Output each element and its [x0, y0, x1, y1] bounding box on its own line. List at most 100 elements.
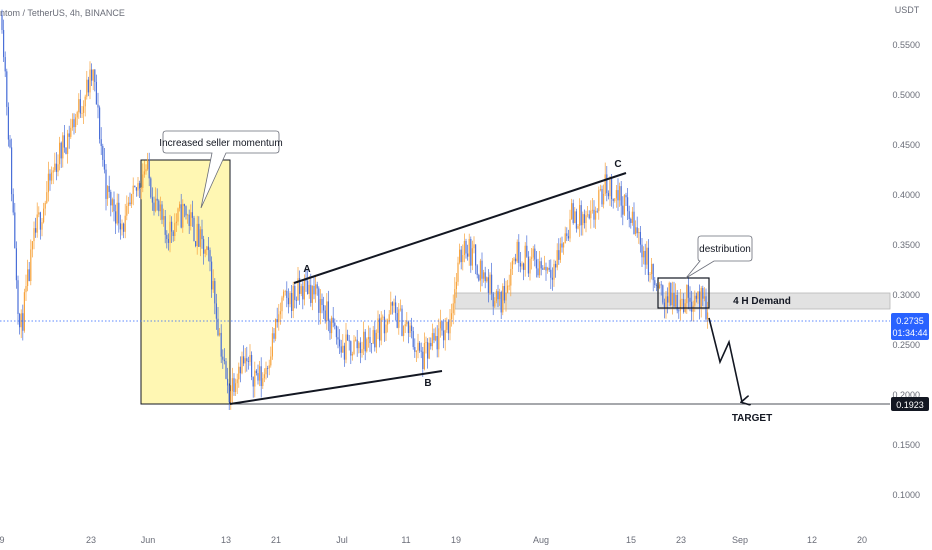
y-tick-label: 0.5000: [892, 90, 920, 100]
candle-body: [475, 244, 477, 266]
candle-body: [396, 313, 398, 328]
candle-body: [204, 249, 206, 254]
candle-body: [47, 173, 49, 193]
candle-body: [265, 367, 267, 375]
candle-body: [62, 135, 64, 159]
candle-body: [598, 190, 600, 212]
candle-body: [607, 193, 609, 197]
candle-body: [407, 321, 409, 334]
candle-body: [94, 69, 96, 82]
candle-body: [635, 227, 637, 234]
candle-body: [468, 238, 470, 257]
candle-body: [633, 211, 635, 234]
candle-body: [627, 197, 629, 212]
price-axis[interactable]: USDT 0.5500 0.5000 0.4500 0.4000 0.3500 0.300…: [892, 5, 920, 500]
time-axis[interactable]: 9 23 Jun 13 21 Jul 11 19 Aug 15 23 Sep 12 20: [0, 535, 867, 545]
candle-body: [422, 351, 424, 369]
candle-body: [596, 210, 598, 212]
candle-body: [510, 268, 512, 286]
candle-body: [303, 278, 305, 300]
candle-body: [455, 281, 457, 290]
candle-body: [671, 293, 673, 306]
candle-body: [350, 341, 352, 356]
candle-body: [15, 248, 17, 281]
candle-body: [487, 277, 489, 293]
candle-body: [171, 221, 173, 232]
candle-body: [295, 299, 297, 301]
candle-body: [270, 356, 272, 366]
candle-body: [695, 295, 697, 299]
candle-body: [374, 330, 376, 348]
candle-body: [318, 288, 320, 313]
candle-body: [449, 319, 451, 334]
candle-body: [119, 223, 121, 230]
candle-body: [12, 194, 14, 213]
candle-body: [409, 325, 411, 334]
candle-body: [331, 317, 333, 334]
y-tick-label: 0.4500: [892, 140, 920, 150]
candle-body: [435, 336, 437, 341]
candle-body: [273, 333, 275, 339]
candle-body: [676, 295, 678, 311]
candle-body: [348, 340, 350, 342]
candle-body: [1, 15, 3, 30]
candle-body: [313, 285, 315, 295]
y-tick-label: 0.1500: [892, 440, 920, 450]
candle-body: [636, 227, 638, 234]
candle-body: [516, 241, 518, 262]
candle-body: [279, 311, 281, 315]
candle-body: [531, 257, 533, 259]
candle-body: [247, 361, 249, 362]
candle-body: [587, 214, 589, 216]
candle-body: [459, 249, 461, 263]
x-tick-label: 13: [221, 535, 231, 545]
candle-body: [655, 284, 657, 286]
candle-body: [580, 205, 582, 226]
candle-body: [230, 391, 232, 403]
candle-body: [547, 267, 549, 271]
candle-body: [691, 301, 693, 312]
candle-body: [383, 316, 385, 334]
candle-body: [249, 354, 251, 362]
candle-body: [287, 297, 289, 305]
candle-body: [99, 107, 101, 140]
candle-body: [375, 332, 377, 348]
distribution-callout[interactable]: destribution: [685, 235, 753, 279]
candle-body: [46, 192, 48, 203]
candle-body: [497, 291, 499, 300]
seller-momentum-callout[interactable]: Increased seller momentum: [159, 130, 283, 209]
candle-body: [182, 203, 184, 228]
candle-body: [460, 249, 462, 263]
candlesticks: [1, 9, 709, 410]
candle-body: [239, 366, 241, 374]
candle-body: [310, 284, 312, 303]
candle-body: [60, 142, 62, 159]
candle-body: [617, 190, 619, 201]
candle-body: [177, 208, 179, 222]
candle-body: [473, 244, 475, 249]
candle-body: [70, 127, 72, 137]
candle-body: [451, 313, 453, 320]
candle-body: [414, 346, 416, 352]
x-tick-label: 21: [271, 535, 281, 545]
candle-body: [612, 199, 614, 201]
candle-body: [355, 339, 357, 341]
candle-body: [255, 370, 257, 374]
x-tick-label: Jun: [141, 535, 156, 545]
candle-body: [521, 263, 523, 267]
candle-body: [463, 241, 465, 256]
x-tick-label: Sep: [732, 535, 748, 545]
candle-body: [694, 295, 696, 306]
candle-body: [447, 321, 449, 334]
candle-body: [28, 269, 30, 282]
candle-body: [292, 285, 294, 311]
candle-body: [550, 269, 552, 278]
candle-body: [244, 358, 246, 364]
candle-body: [289, 293, 291, 305]
candle-body: [332, 317, 334, 323]
candle-body: [436, 336, 438, 350]
candle-body: [679, 299, 681, 311]
candle-body: [9, 139, 11, 148]
candle-body: [190, 212, 192, 226]
